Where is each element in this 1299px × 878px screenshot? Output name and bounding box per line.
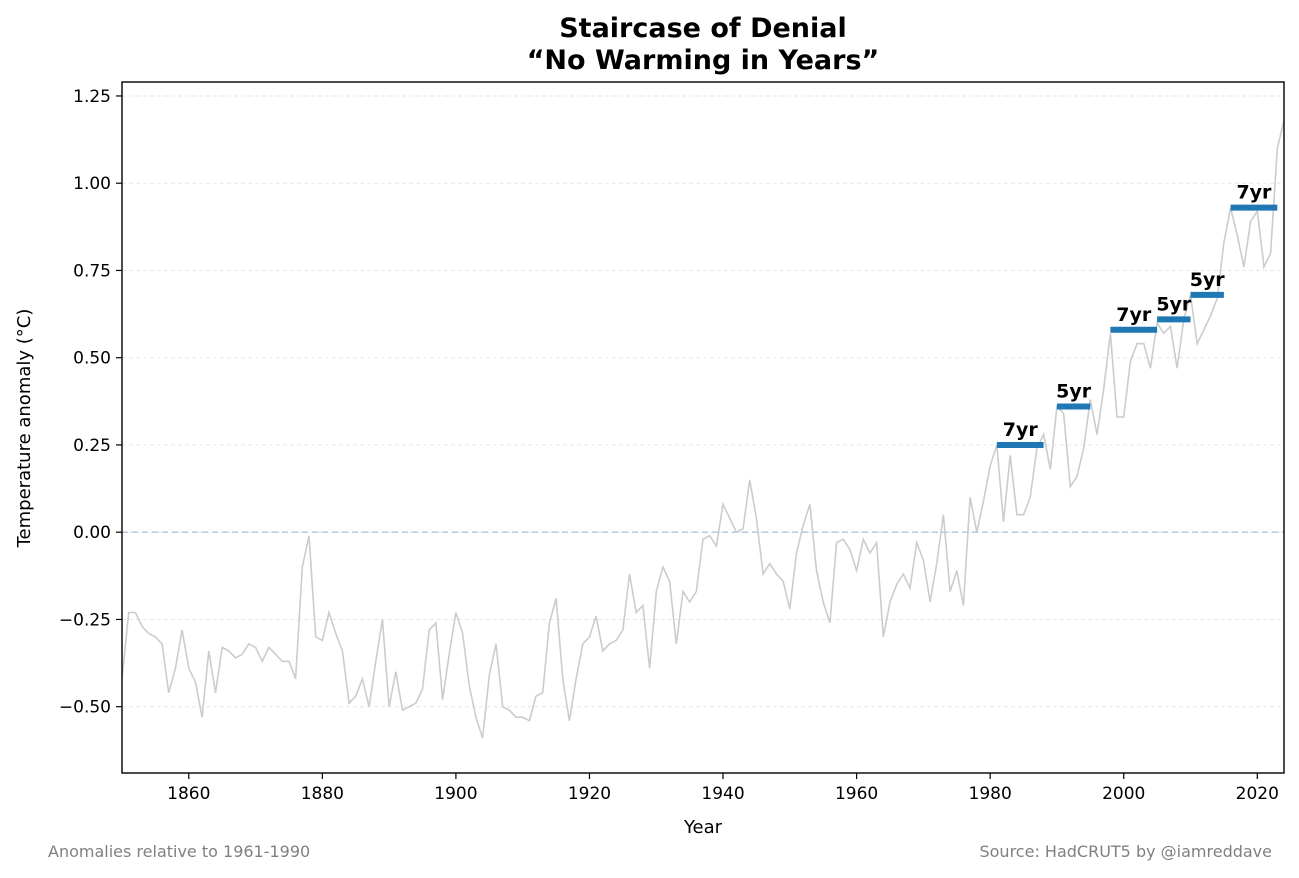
y-tick-label: 0.50: [73, 349, 111, 369]
temperature-line: [121, 120, 1285, 739]
plot-frame: [121, 81, 1285, 774]
y-axis-label: Temperature anomaly (°C): [14, 309, 35, 549]
x-tick-label: 1980: [969, 784, 1012, 804]
x-tick-label: 1920: [568, 784, 611, 804]
x-axis-label: Year: [683, 817, 723, 838]
y-tick-label: 0.75: [73, 261, 111, 281]
footer-note: Anomalies relative to 1961-1990: [48, 842, 311, 861]
step-label: 7yr: [1116, 304, 1152, 326]
x-tick-label: 1900: [434, 784, 477, 804]
x-axis-ticks: 1860 1880 1900 1920 1940 1960 1980 2000 2020: [167, 773, 1279, 804]
x-tick-label: 2020: [1236, 784, 1279, 804]
step-label: 5yr: [1190, 269, 1226, 291]
chart-title: Staircase of Denial: [559, 13, 847, 44]
y-tick-label: 0.00: [73, 523, 111, 543]
x-tick-label: 1960: [835, 784, 878, 804]
step-label: 7yr: [1236, 182, 1272, 204]
y-tick-label: 1.00: [73, 174, 111, 194]
y-axis-ticks: −0.50 −0.25 0.00 0.25 0.50 0.75 1.00 1.25: [59, 87, 122, 718]
footer-source: Source: HadCRUT5 by @iamreddave: [979, 842, 1272, 861]
step-label: 7yr: [1003, 419, 1039, 441]
y-tick-label: 0.25: [73, 436, 111, 456]
y-tick-label: −0.25: [59, 610, 111, 630]
y-tick-label: 1.25: [73, 87, 111, 107]
x-tick-label: 2000: [1102, 784, 1145, 804]
step-label: 5yr: [1056, 381, 1092, 403]
x-tick-label: 1880: [301, 784, 344, 804]
x-tick-label: 1860: [167, 784, 210, 804]
chart-subtitle: “No Warming in Years”: [527, 45, 880, 76]
step-label: 5yr: [1156, 293, 1192, 315]
y-tick-label: −0.50: [59, 698, 111, 718]
grid-lines: [122, 95, 1284, 708]
x-tick-label: 1940: [701, 784, 744, 804]
